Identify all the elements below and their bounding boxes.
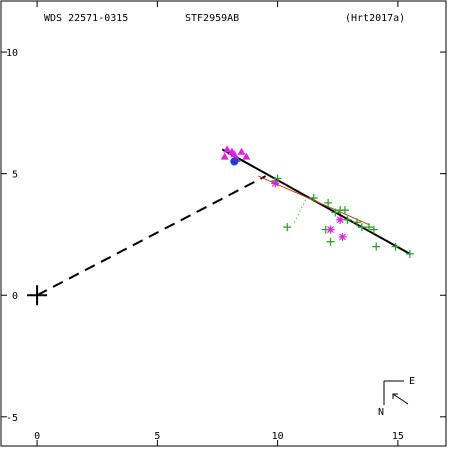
plus-point: [340, 206, 349, 215]
y-tick-label: 10: [6, 48, 18, 59]
triangle-point: [242, 152, 251, 160]
plus-point: [405, 249, 414, 258]
circle-point: [230, 157, 239, 166]
asterisk-point: [271, 179, 280, 188]
plus-point: [353, 218, 361, 227]
plus-point: [331, 208, 340, 217]
discoverer-label: STF2959AB: [185, 13, 239, 24]
x-tick-label: 15: [392, 431, 404, 442]
compass-east-label: E: [409, 376, 415, 387]
plus-point: [326, 237, 335, 246]
motion-arrow-icon: [392, 393, 409, 405]
compass-north-label: N: [378, 407, 384, 418]
dotted-residual-line: [294, 197, 307, 223]
plus-point: [369, 225, 378, 234]
plus-point: [283, 223, 292, 232]
plus-point: [391, 242, 400, 251]
y-tick-label: -5: [6, 413, 18, 424]
wds-label: WDS 22571-0315: [44, 13, 128, 24]
y-tick-label: 5: [12, 170, 18, 181]
x-tick-label: 5: [154, 431, 160, 442]
plus-point: [309, 193, 318, 202]
x-tick-label: 0: [34, 431, 40, 442]
plus-point: [372, 242, 381, 251]
triangle-point: [223, 145, 232, 153]
triangle-point: [227, 147, 236, 155]
triangle-point: [237, 147, 246, 155]
compass: E N: [378, 376, 415, 418]
primary-cross-icon: [27, 285, 48, 306]
plus-point: [365, 223, 374, 232]
y-tick-label: 0: [12, 291, 18, 302]
node-line-dashed: [36, 175, 267, 297]
asterisk-point: [338, 232, 347, 241]
primary-star-marker: [27, 285, 48, 306]
x-tick-label: 10: [272, 431, 284, 442]
data-points: [220, 145, 414, 258]
motion-arrowhead-icon: [392, 393, 398, 399]
asterisk-point: [326, 225, 335, 234]
plus-point: [324, 198, 333, 207]
asterisk-point: [336, 215, 345, 224]
plus-point: [343, 215, 352, 224]
reference-label: (Hrt2017a): [345, 13, 405, 24]
plus-point: [357, 223, 366, 232]
triangle-point: [220, 152, 229, 160]
axis-ticks: 0 5 10 15 -5 0 5 10: [1, 1, 446, 446]
